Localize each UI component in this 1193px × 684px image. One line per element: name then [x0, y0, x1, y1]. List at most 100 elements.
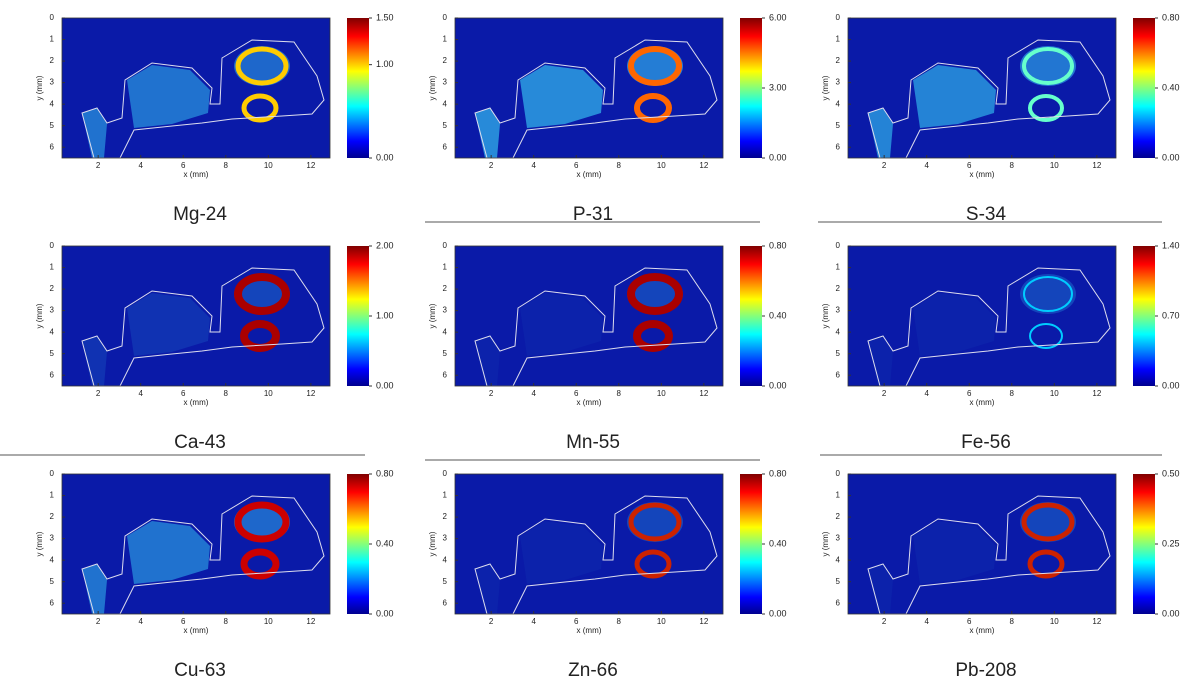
y-tick-label: 2: [836, 56, 841, 65]
colorbar-tick-label: 0.40: [376, 538, 394, 548]
x-tick-label: 12: [306, 617, 315, 626]
y-axis-label: y (mm): [35, 531, 44, 556]
y-tick-label: 0: [50, 469, 55, 478]
x-tick-label: 8: [224, 161, 229, 170]
y-tick-label: 4: [443, 99, 448, 108]
x-tick-label: 8: [617, 389, 622, 398]
heatmap-image: [455, 18, 723, 158]
y-tick-label: 0: [443, 469, 448, 478]
y-tick-label: 0: [50, 13, 55, 22]
panel-title: Fe-56: [961, 432, 1011, 453]
x-axis-label: x (mm): [577, 170, 602, 179]
y-tick-label: 2: [50, 512, 55, 521]
y-tick-label: 3: [836, 78, 841, 87]
y-tick-label: 1: [50, 35, 55, 44]
y-tick-label: 1: [836, 35, 841, 44]
panel: 246810120123456x (mm)y (mm)0.000.400.80S…: [821, 12, 1179, 225]
x-tick-label: 2: [882, 389, 887, 398]
y-tick-label: 1: [836, 263, 841, 272]
x-tick-label: 4: [531, 389, 536, 398]
region: [1020, 46, 1076, 86]
y-axis-label: y (mm): [428, 303, 437, 328]
panel-title: Cu-63: [174, 660, 226, 681]
x-tick-label: 6: [574, 161, 579, 170]
x-tick-label: 8: [1010, 617, 1015, 626]
y-tick-label: 6: [836, 598, 841, 607]
y-tick-label: 3: [50, 78, 55, 87]
colorbar-tick-label: 0.00: [376, 152, 394, 162]
panel: 246810120123456x (mm)y (mm)0.000.400.80Z…: [428, 468, 786, 681]
colorbar: [740, 246, 762, 386]
x-tick-label: 12: [306, 161, 315, 170]
colorbar-tick-label: 0.00: [1162, 152, 1180, 162]
heatmap-image: [62, 18, 330, 158]
y-tick-label: 3: [443, 306, 448, 315]
x-axis-label: x (mm): [184, 170, 209, 179]
colorbar: [740, 474, 762, 614]
colorbar-tick-label: 0.00: [1162, 380, 1180, 390]
region: [627, 502, 683, 542]
y-axis-label: y (mm): [821, 303, 830, 328]
y-tick-label: 3: [443, 534, 448, 543]
x-axis-label: x (mm): [577, 626, 602, 635]
x-axis-label: x (mm): [184, 626, 209, 635]
y-tick-label: 6: [443, 142, 448, 151]
figure: 246810120123456x (mm)y (mm)0.001.001.50M…: [0, 0, 1193, 684]
x-tick-label: 10: [264, 389, 273, 398]
colorbar-tick-label: 0.00: [769, 152, 787, 162]
panel-title: Mn-55: [566, 432, 620, 453]
x-tick-label: 4: [924, 617, 929, 626]
x-tick-label: 4: [924, 161, 929, 170]
x-tick-label: 6: [967, 389, 972, 398]
x-tick-label: 2: [489, 617, 494, 626]
panel-title: P-31: [573, 204, 613, 225]
y-tick-label: 2: [836, 512, 841, 521]
y-tick-label: 5: [50, 121, 55, 130]
heatmap-image: [62, 246, 330, 386]
y-axis-label: y (mm): [35, 303, 44, 328]
y-tick-label: 4: [50, 99, 55, 108]
y-tick-label: 2: [443, 56, 448, 65]
y-tick-label: 5: [443, 577, 448, 586]
x-tick-label: 6: [574, 389, 579, 398]
colorbar-tick-label: 0.00: [376, 380, 394, 390]
x-tick-label: 10: [657, 389, 666, 398]
y-tick-label: 6: [836, 370, 841, 379]
heatmap-image: [848, 246, 1116, 386]
y-tick-label: 6: [50, 598, 55, 607]
y-tick-label: 1: [443, 491, 448, 500]
heatmap-image: [455, 474, 723, 614]
colorbar: [1133, 474, 1155, 614]
y-tick-label: 0: [443, 13, 448, 22]
x-tick-label: 6: [181, 389, 186, 398]
region: [1020, 502, 1076, 542]
y-axis-label: y (mm): [821, 75, 830, 100]
x-tick-label: 8: [1010, 389, 1015, 398]
x-tick-label: 4: [138, 161, 143, 170]
y-axis-label: y (mm): [428, 75, 437, 100]
colorbar-tick-label: 0.40: [769, 310, 787, 320]
panel: 246810120123456x (mm)y (mm)0.000.250.50P…: [821, 468, 1179, 681]
y-tick-label: 4: [836, 327, 841, 336]
x-tick-label: 10: [1050, 389, 1059, 398]
colorbar-tick-label: 1.40: [1162, 240, 1180, 250]
y-tick-label: 0: [443, 241, 448, 250]
colorbar: [347, 246, 369, 386]
y-tick-label: 4: [50, 555, 55, 564]
x-tick-label: 2: [882, 161, 887, 170]
y-tick-label: 5: [836, 349, 841, 358]
y-tick-label: 5: [443, 349, 448, 358]
x-tick-label: 10: [1050, 617, 1059, 626]
y-axis-label: y (mm): [821, 531, 830, 556]
x-tick-label: 10: [657, 161, 666, 170]
x-tick-label: 2: [489, 161, 494, 170]
x-tick-label: 12: [306, 389, 315, 398]
y-tick-label: 2: [50, 284, 55, 293]
y-tick-label: 3: [836, 306, 841, 315]
y-tick-label: 3: [443, 78, 448, 87]
y-tick-label: 3: [50, 306, 55, 315]
colorbar-tick-label: 0.80: [376, 468, 394, 478]
y-tick-label: 2: [443, 284, 448, 293]
colorbar-tick-label: 0.40: [1162, 82, 1180, 92]
